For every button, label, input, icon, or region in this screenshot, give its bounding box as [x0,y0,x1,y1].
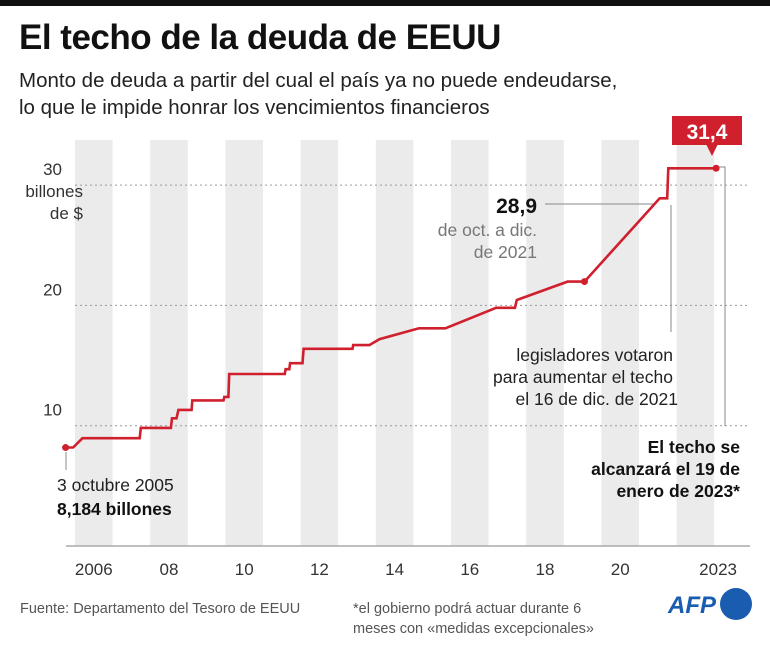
x-tick-label: 12 [310,560,329,579]
x-tick-label: 14 [385,560,404,579]
year-stripe-2010 [225,140,263,546]
vote-label-line-3: el 16 de dic. de 2021 [516,389,679,409]
year-stripe-2016 [451,140,489,546]
y-tick-label: 30 [43,160,62,179]
mid-value-label: 28,9 [496,195,537,218]
chart-subtitle: Monto de deuda a partir del cual el país… [19,67,617,121]
year-stripe-2014 [375,140,414,546]
x-axis-ticks: 2006 08 10 12 14 16 18 20 2023 [75,560,737,579]
end-label-line-1: El techo se [648,437,741,457]
top-bar [0,0,770,6]
year-stripe-2022 [676,140,715,546]
chart-title: El techo de la deuda de EEUU [19,18,501,57]
end-point [712,164,720,172]
x-tick-label: 10 [235,560,254,579]
end-value-label: 31,4 [687,121,728,144]
subtitle-line-2: lo que le impide honrar los vencimientos… [19,96,490,119]
afp-logo-text: AFP [667,592,717,619]
end-label-line-3: enero de 2023* [616,481,740,501]
y-axis-label-line-1: billones [25,182,83,201]
year-stripe-2020 [601,140,639,546]
year-stripe-2012 [300,140,339,546]
y-axis-label-line-2: de $ [50,204,84,223]
footnote-line-2: meses con «medidas excepcionales» [353,621,594,637]
start-date-label: 3 octubre 2005 [57,475,174,495]
end-connector [716,166,726,426]
y-tick-label: 10 [43,401,62,420]
highlight-points [62,164,720,452]
debt-ceiling-line [65,167,717,449]
y-axis-ticks: 10 20 30 [43,160,62,420]
vote-label-line-2: para aumentar el techo [493,367,673,387]
afp-logo: AFP [667,588,752,620]
year-stripe-2006 [75,140,113,546]
start-value-label: 8,184 billones [57,499,172,519]
year-stripe-2008 [150,140,188,546]
footnote-line-1: *el gobierno podrá actuar durante 6 [353,601,581,617]
start-point [62,444,70,452]
end-value-box [672,116,742,145]
x-tick-label: 2023 [699,560,737,579]
source-text: Fuente: Departamento del Tesoro de EEUU [20,601,300,617]
y-tick-label: 20 [43,280,62,299]
x-tick-label: 18 [536,560,555,579]
mid-label-line-1: de oct. a dic. [438,220,537,240]
year-stripes [75,140,715,546]
vote-label-line-1: legisladores votaron [516,345,673,365]
subtitle-line-1: Monto de deuda a partir del cual el país… [19,69,618,92]
mid-label-line-2: de 2021 [474,242,537,262]
x-tick-label: 08 [160,560,179,579]
x-tick-label: 20 [611,560,630,579]
x-tick-label: 16 [460,560,479,579]
afp-logo-circle [720,588,752,620]
x-tick-label: 2006 [75,560,113,579]
mid-point [580,278,588,286]
gridlines [75,184,748,427]
end-value-pointer [706,144,718,156]
year-stripe-2018 [526,140,564,546]
end-label-line-2: alcanzará el 19 de [591,459,740,479]
